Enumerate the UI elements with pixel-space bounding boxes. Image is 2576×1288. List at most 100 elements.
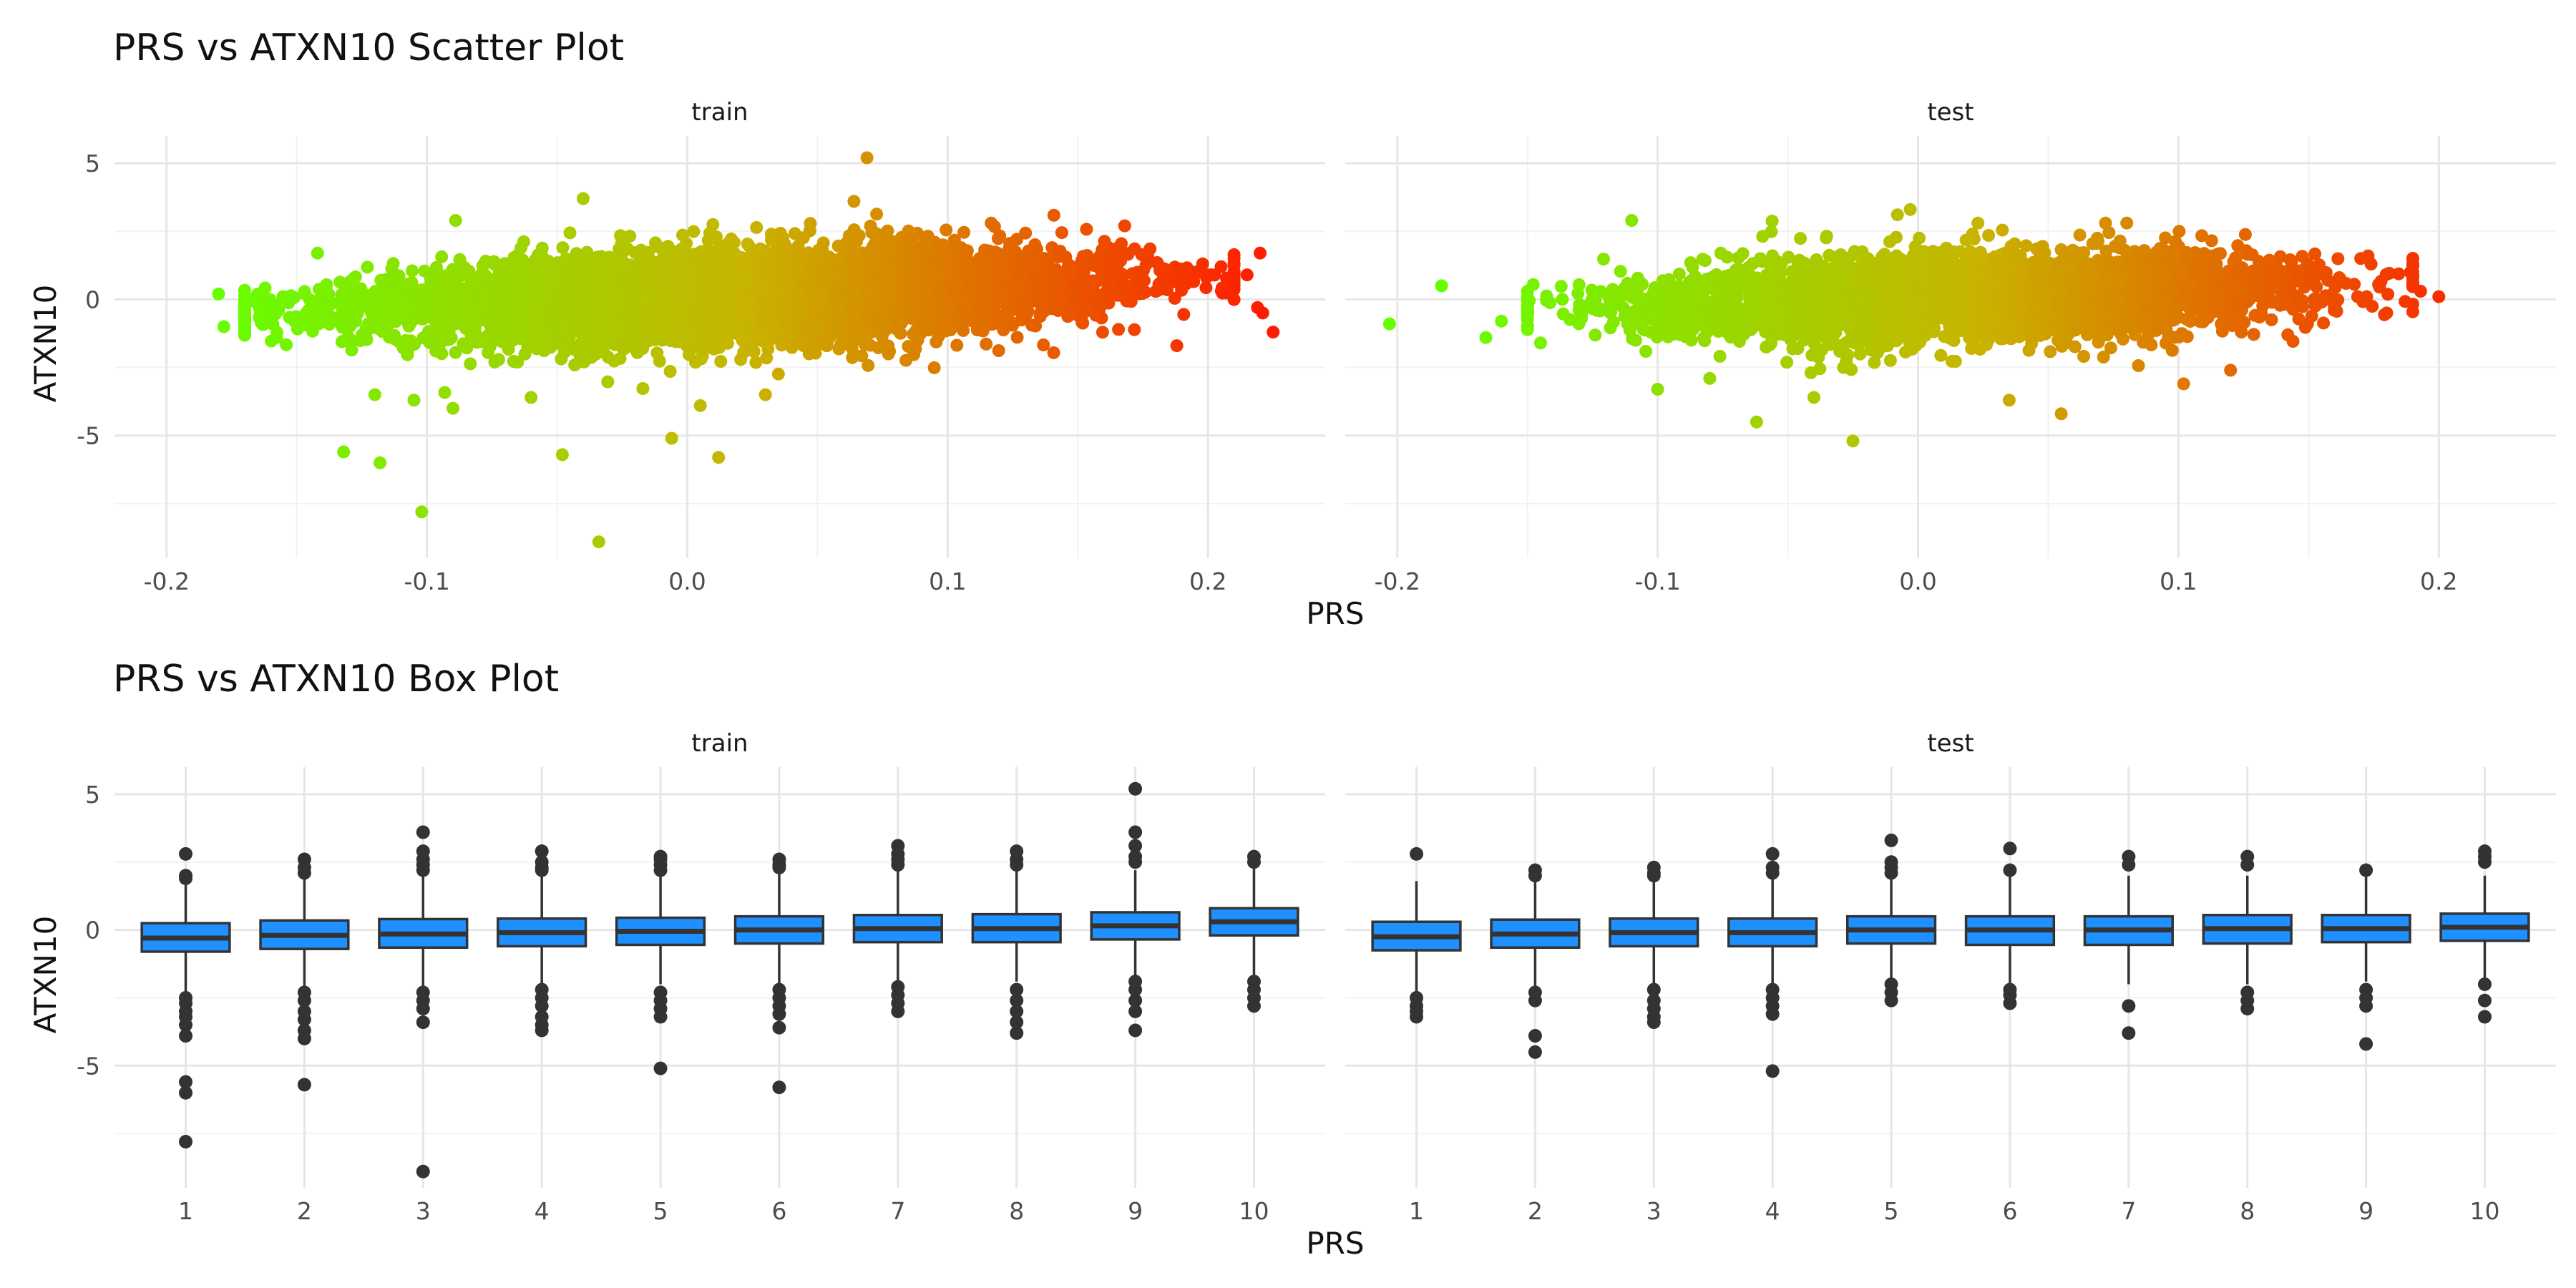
point [582, 260, 595, 274]
point [774, 227, 787, 240]
point [1019, 226, 1033, 240]
point [804, 217, 817, 230]
point [406, 264, 419, 278]
point [343, 309, 356, 322]
point [297, 310, 311, 323]
point [386, 257, 400, 270]
point [712, 328, 726, 342]
point [504, 321, 518, 334]
point [298, 287, 312, 301]
point [727, 253, 741, 266]
x-tick-label: -0.2 [144, 567, 190, 595]
scatter-panel-train: -0.2 -0.1 0.0 0.1 0.250-5 [77, 136, 1325, 595]
point [548, 261, 562, 275]
point [492, 353, 505, 366]
point [614, 322, 628, 336]
point [562, 275, 575, 289]
point [992, 232, 1005, 245]
point [741, 237, 754, 250]
point [750, 220, 763, 234]
point [376, 324, 389, 338]
point [796, 231, 810, 245]
point [253, 301, 266, 315]
point [1076, 250, 1090, 263]
point [1037, 305, 1050, 318]
point [429, 344, 442, 358]
point [270, 331, 283, 344]
point [1077, 268, 1090, 281]
point [806, 345, 819, 358]
point [623, 230, 637, 243]
point [882, 339, 895, 353]
point [714, 355, 728, 368]
point [1130, 284, 1143, 298]
scatter-facet-label-train: train [691, 98, 748, 127]
point [1047, 208, 1060, 222]
point [651, 240, 665, 253]
point [238, 283, 251, 297]
point [360, 333, 374, 346]
point [850, 235, 863, 248]
point [253, 312, 266, 325]
point [771, 367, 785, 381]
point [354, 282, 368, 296]
point [960, 244, 974, 258]
point [653, 354, 666, 368]
point [636, 382, 650, 395]
point [865, 226, 879, 240]
point [563, 226, 577, 240]
point [755, 314, 769, 328]
point [1075, 316, 1089, 329]
point [950, 338, 964, 352]
point [1047, 346, 1060, 359]
point [687, 225, 701, 238]
point [940, 223, 953, 237]
point [361, 260, 374, 274]
point [749, 356, 763, 369]
point [1055, 226, 1068, 240]
x-tick-label: 0.0 [668, 567, 706, 595]
point [1177, 308, 1191, 321]
point [517, 235, 530, 248]
point [1063, 263, 1077, 276]
point [676, 228, 689, 242]
point [792, 334, 806, 348]
point [1015, 301, 1029, 314]
point [980, 337, 993, 351]
point [1115, 237, 1128, 250]
point [442, 333, 456, 346]
point [238, 293, 251, 307]
point [1112, 323, 1126, 336]
point [706, 218, 720, 231]
point [351, 293, 365, 307]
point [930, 335, 943, 348]
point [1151, 255, 1164, 269]
point [861, 337, 874, 351]
point [340, 333, 353, 346]
point [345, 343, 358, 357]
point [760, 351, 774, 365]
scatter-panels: -0.2 -0.1 0.0 0.1 0.250-5-0.2 -0.1 0.0 0.1 0.2 [77, 136, 2556, 595]
point [589, 339, 602, 353]
scatter-y-axis-label: ATXN10 [28, 285, 63, 403]
point [937, 316, 950, 329]
point [987, 220, 1001, 233]
y-tick-label: 0 [85, 286, 100, 313]
point [899, 353, 913, 367]
point [482, 346, 495, 359]
point [936, 238, 950, 252]
point [487, 255, 501, 268]
point [902, 340, 915, 353]
point [902, 224, 915, 238]
point [280, 338, 293, 351]
point [596, 298, 610, 312]
point [464, 357, 477, 371]
point [435, 250, 449, 263]
point [291, 322, 304, 336]
point [640, 257, 654, 270]
point [389, 315, 403, 328]
point [556, 241, 570, 255]
point [992, 344, 1005, 357]
point [438, 386, 452, 399]
